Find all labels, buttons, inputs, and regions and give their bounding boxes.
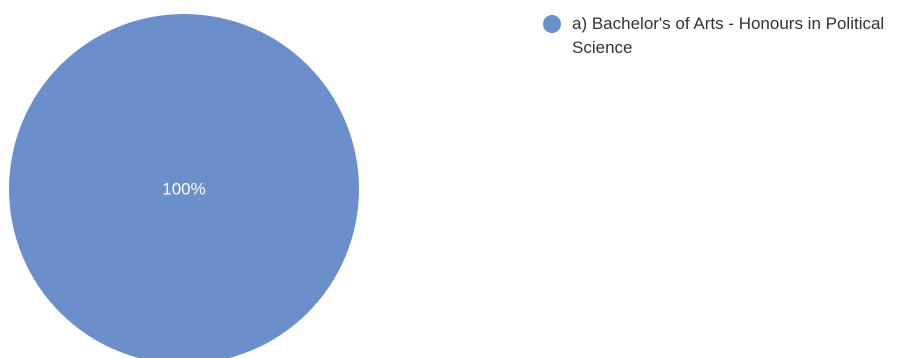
pie-slice	[9, 14, 359, 358]
legend-label: a) Bachelor's of Arts - Honours in Polit…	[572, 14, 885, 57]
pie-slice-label: 100%	[162, 180, 205, 199]
pie-slice-labels: 100%	[162, 180, 205, 199]
chart-legend: a) Bachelor's of Arts - Honours in Polit…	[543, 12, 893, 60]
legend-swatch-icon	[543, 15, 561, 33]
pie-slices	[9, 14, 359, 358]
